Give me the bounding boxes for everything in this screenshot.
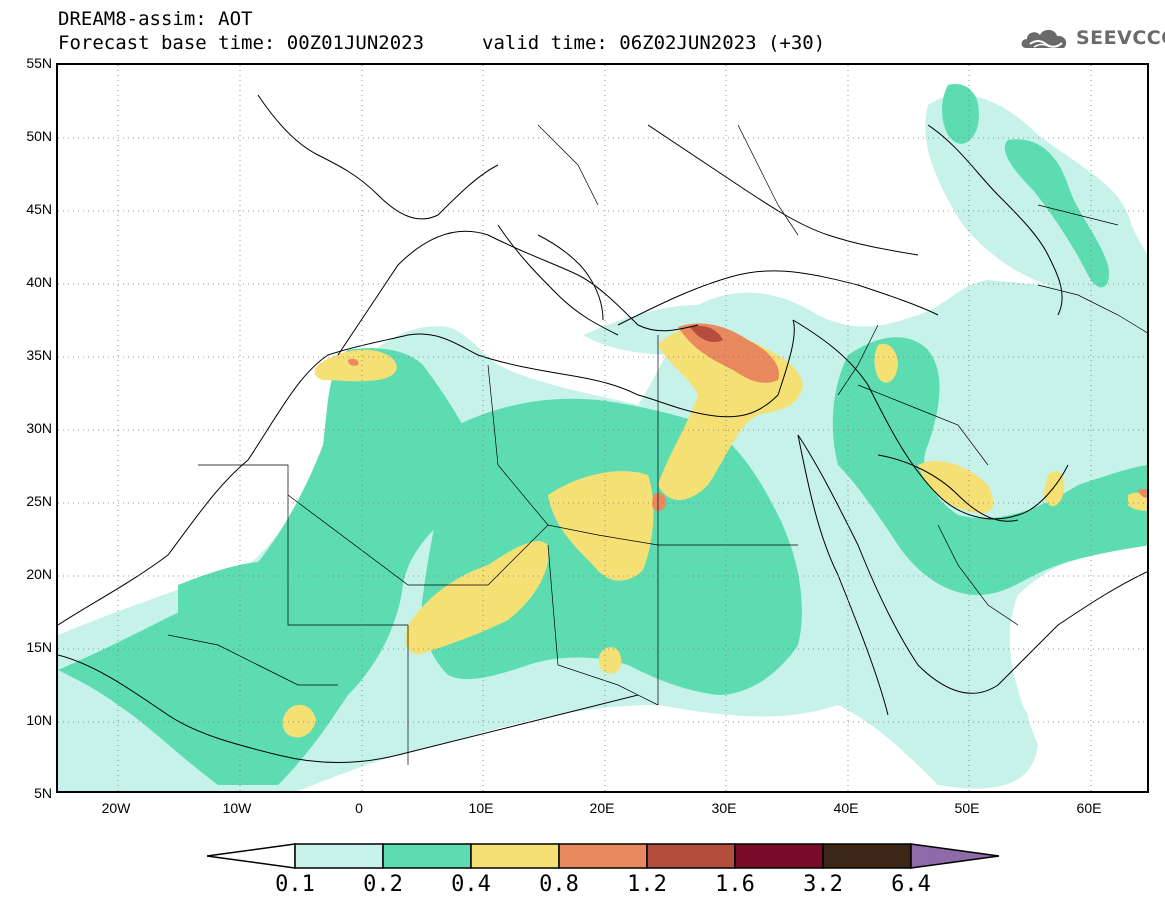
- colorbar-label-3.2: 3.2: [803, 872, 843, 897]
- colorbar-label-0.4: 0.4: [451, 872, 491, 897]
- colorbar-swatch-7: [822, 843, 912, 869]
- title-line-1: DREAM8-assim: AOT: [58, 8, 253, 30]
- lat-label-40n: 40N: [26, 274, 52, 290]
- colorbar-swatch-5: [646, 843, 736, 869]
- lon-label-20w: 20W: [101, 800, 131, 816]
- forecast-base-time: Forecast base time: 00Z01JUN2023: [58, 32, 425, 54]
- lat-label-10n: 10N: [26, 712, 52, 728]
- lon-label-50e: 50E: [954, 800, 980, 816]
- colorbar-swatch-2: [382, 843, 472, 869]
- lat-label-30n: 30N: [26, 420, 52, 436]
- lon-label-10e: 10E: [468, 800, 494, 816]
- lat-label-15n: 15N: [26, 639, 52, 655]
- colorbar-label-0.8: 0.8: [539, 872, 579, 897]
- colorbar-label-1.6: 1.6: [715, 872, 755, 897]
- lon-label-0: 0: [355, 800, 363, 816]
- cloud-icon: [1021, 29, 1067, 48]
- colorbar-label-0.1: 0.1: [275, 872, 315, 897]
- lon-label-30e: 30E: [711, 800, 737, 816]
- colorbar-upper-arrow: [910, 843, 1000, 869]
- lat-label-55n: 55N: [26, 55, 52, 71]
- lat-label-50n: 50N: [26, 128, 52, 144]
- colorbar-label-1.2: 1.2: [627, 872, 667, 897]
- graticule: [58, 65, 1147, 791]
- aot-band-0.2: [58, 84, 1147, 785]
- colorbar-label-6.4: 6.4: [891, 872, 931, 897]
- colorbar-swatch-3: [470, 843, 560, 869]
- lon-label-40e: 40E: [833, 800, 859, 816]
- colorbar-label-0.2: 0.2: [363, 872, 403, 897]
- lat-label-5n: 5N: [34, 785, 52, 801]
- colorbar-swatch-6: [734, 843, 824, 869]
- lon-label-20e: 20E: [589, 800, 615, 816]
- country-borders: [167, 124, 1147, 765]
- colorbar-swatch-1: [294, 843, 384, 869]
- lat-label-20n: 20N: [26, 566, 52, 582]
- lon-label-60e: 60E: [1076, 800, 1102, 816]
- lat-label-25n: 25N: [26, 493, 52, 509]
- lat-label-45n: 45N: [26, 201, 52, 217]
- colorbar-lower-arrow: [206, 843, 296, 869]
- aot-band-1.2: [690, 325, 723, 343]
- colorbar-swatch-4: [558, 843, 648, 869]
- map-canvas: [58, 65, 1147, 791]
- valid-time: valid time: 06Z02JUN2023 (+30): [482, 32, 826, 54]
- lat-label-35n: 35N: [26, 347, 52, 363]
- aot-map: [56, 63, 1149, 793]
- colorbar: [206, 843, 1000, 869]
- lon-label-10w: 10W: [222, 800, 252, 816]
- seevccc-logo: SEEVCCC: [1018, 22, 1165, 54]
- logo-text: SEEVCCC: [1076, 27, 1165, 49]
